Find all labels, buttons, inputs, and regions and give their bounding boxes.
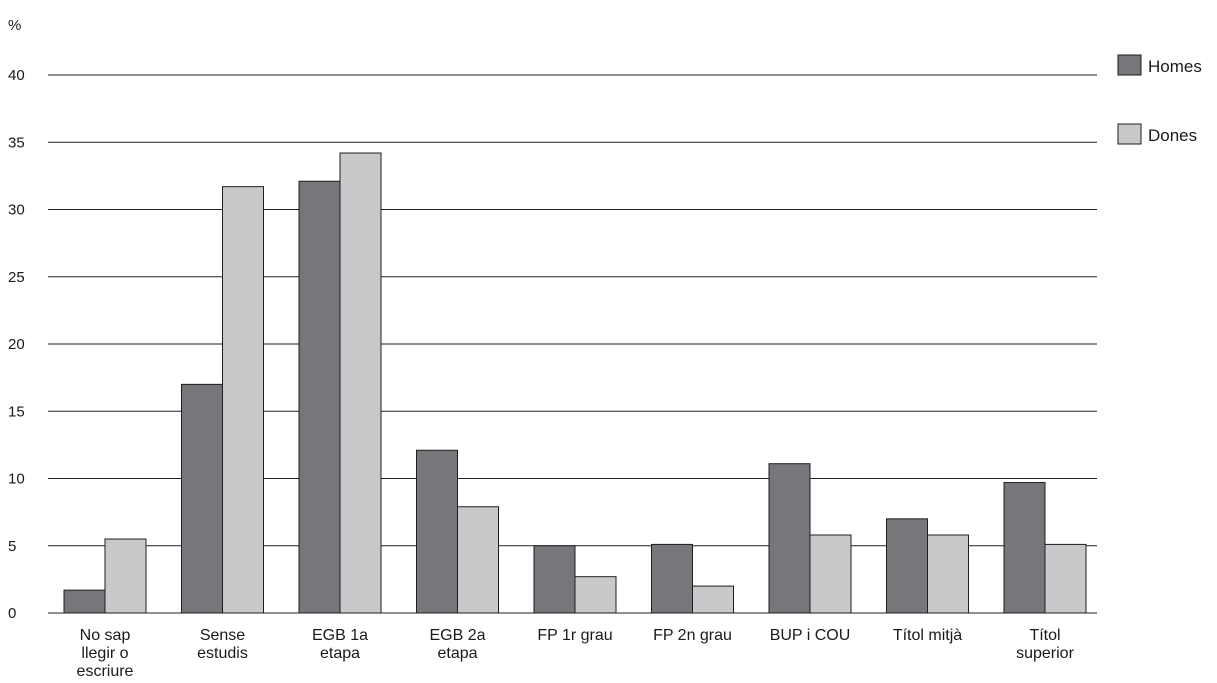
bar-dones-5 <box>692 585 734 614</box>
bar-dones-2 <box>339 152 382 614</box>
x-category-label: FP 1r grau <box>537 627 612 644</box>
x-category-label-line: Títol mitjà <box>893 627 962 644</box>
x-category-label-line: etapa <box>437 645 477 662</box>
bar-dones-6 <box>809 534 852 614</box>
y-tick-label: 20 <box>8 336 25 353</box>
x-category-label-line: EGB 2a <box>429 627 485 644</box>
x-category-label-line: Títol <box>1029 627 1060 644</box>
bars <box>63 152 1087 614</box>
bar-homes-8 <box>1003 482 1046 614</box>
x-category-label: BUP i COU <box>770 627 851 644</box>
legend-swatch-dones <box>1117 123 1142 145</box>
y-tick-label: 40 <box>8 67 25 84</box>
x-category-label-line: llegir o <box>81 645 128 662</box>
bar-homes-4 <box>533 545 576 614</box>
x-category-label: EGB 1a etapa <box>312 627 368 662</box>
y-tick-label: 30 <box>8 202 25 219</box>
bar-dones-0 <box>104 538 147 614</box>
y-tick-label: 15 <box>8 403 25 420</box>
x-category-label: No sap llegir o escriure <box>77 627 134 680</box>
x-category-label-line: escriure <box>77 663 134 680</box>
legend-label-homes: Homes <box>1148 57 1202 76</box>
bar-dones-3 <box>457 506 499 614</box>
x-category-label-line: BUP i COU <box>770 627 851 644</box>
x-category-label: Títol mitjà <box>893 627 962 644</box>
bar-homes-2 <box>298 180 341 614</box>
bar-homes-5 <box>651 543 693 614</box>
x-category-label-line: FP 2n grau <box>653 627 732 644</box>
x-category-label: FP 2n grau <box>653 627 732 644</box>
bar-dones-4 <box>574 576 617 614</box>
y-tick-label: 0 <box>8 605 16 622</box>
y-tick-label: 25 <box>8 269 25 286</box>
x-category-label-line: FP 1r grau <box>537 627 612 644</box>
bar-homes-0 <box>63 589 106 614</box>
x-category-label: Sense estudis <box>197 627 248 662</box>
x-axis-category-labels: No sap llegir o escriure Sense estudis EGB 1a… <box>77 627 1075 680</box>
x-category-label: Títol superior <box>1016 627 1074 662</box>
y-axis-ticks: 0 5 10 15 20 25 30 35 40 <box>8 67 25 622</box>
y-axis-unit-label: % <box>8 17 21 34</box>
legend-swatch-homes <box>1117 54 1142 76</box>
y-tick-label: 5 <box>8 538 16 555</box>
bar-dones-1 <box>222 186 264 614</box>
bar-homes-3 <box>416 449 458 614</box>
y-tick-label: 10 <box>8 471 25 488</box>
x-category-label-line: Sense <box>200 627 245 644</box>
bar-homes-7 <box>886 518 928 614</box>
legend-label-dones: Dones <box>1148 126 1197 145</box>
bar-homes-1 <box>181 383 223 614</box>
legend: Homes Dones <box>1117 54 1202 145</box>
bar-dones-8 <box>1044 543 1087 614</box>
x-category-label-line: EGB 1a <box>312 627 368 644</box>
x-category-label-line: superior <box>1016 645 1074 662</box>
y-tick-label: 35 <box>8 134 25 151</box>
bar-dones-7 <box>927 534 969 614</box>
x-category-label: EGB 2a etapa <box>429 627 485 662</box>
x-category-label-line: estudis <box>197 645 248 662</box>
x-category-label-line: No sap <box>80 627 131 644</box>
bar-homes-6 <box>768 463 811 614</box>
x-category-label-line: etapa <box>320 645 360 662</box>
